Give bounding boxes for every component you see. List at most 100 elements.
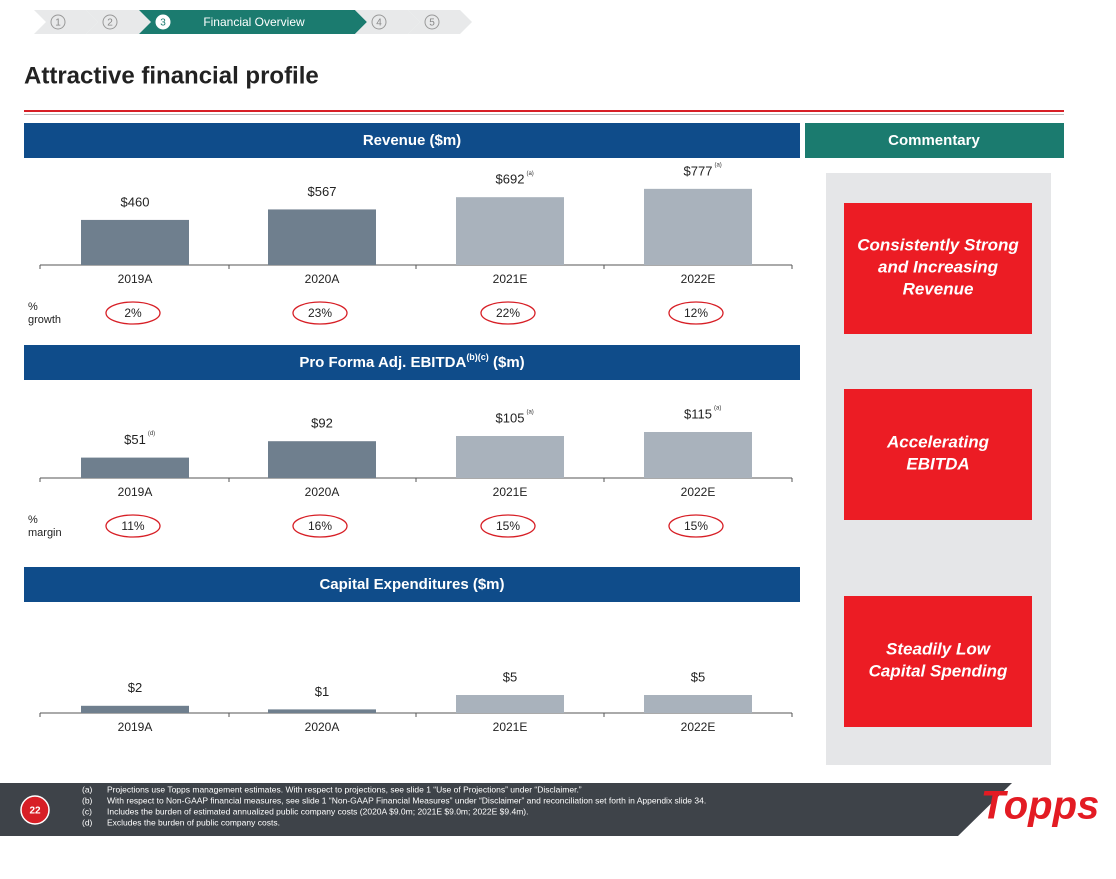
chart-title: Pro Forma Adj. EBITDA(b)(c) ($m) xyxy=(299,352,524,371)
commentary-text: Steadily Low xyxy=(886,639,992,658)
row-oval xyxy=(668,301,724,325)
x-tick-label: 2022E xyxy=(681,720,716,734)
page-badge xyxy=(20,795,50,825)
footnote-text: Includes the burden of estimated annuali… xyxy=(107,806,529,816)
value-label: $1 xyxy=(315,684,329,699)
footnote-text: With respect to Non-GAAP financial measu… xyxy=(107,795,706,805)
nav-step-number: 5 xyxy=(429,18,435,29)
chart-title-part: Capital Expenditures ($m) xyxy=(319,576,504,593)
row-oval xyxy=(105,301,161,325)
commentary-header xyxy=(805,123,1064,158)
commentary-text: Consistently Strong xyxy=(857,235,1019,254)
commentary-box xyxy=(844,596,1032,727)
nav-step-number: 2 xyxy=(107,18,113,29)
slide-title: Attractive financial profile xyxy=(24,62,319,89)
row-oval xyxy=(292,514,348,538)
value-label: $777 xyxy=(684,163,713,178)
bar xyxy=(644,695,752,713)
value-label: $2 xyxy=(128,680,142,695)
footnote-marker: (d) xyxy=(82,817,93,827)
chart-header xyxy=(24,345,800,380)
nav-step-number: 1 xyxy=(55,18,61,29)
footer-band xyxy=(0,783,1012,836)
row-oval xyxy=(480,514,536,538)
row-oval xyxy=(480,301,536,325)
footnote-text: Projections use Topps management estimat… xyxy=(107,784,582,794)
row-oval xyxy=(105,514,161,538)
value-label: $460 xyxy=(121,194,150,209)
bar xyxy=(644,188,752,265)
commentary-box xyxy=(844,203,1032,334)
title-rule-thin xyxy=(24,114,1064,115)
nav-step xyxy=(355,10,420,34)
row-value: 11% xyxy=(121,519,144,533)
bar xyxy=(456,197,564,265)
commentary-title: Commentary xyxy=(888,132,980,149)
bar xyxy=(456,695,564,713)
row-value: 22% xyxy=(496,306,520,320)
chart-title: Capital Expenditures ($m) xyxy=(319,576,504,593)
nav-step xyxy=(34,10,98,34)
value-label: $5 xyxy=(691,669,705,684)
logo: Topps xyxy=(981,784,1100,828)
page-number: 22 xyxy=(29,806,41,817)
x-tick-label: 2021E xyxy=(493,485,528,499)
nav-step-number: 4 xyxy=(376,18,382,29)
value-note: (a) xyxy=(526,410,533,416)
commentary-text: and Increasing xyxy=(878,257,999,276)
value-label: $105 xyxy=(496,410,525,425)
x-tick-label: 2022E xyxy=(681,485,716,499)
bar xyxy=(268,709,376,713)
commentary-text: Accelerating xyxy=(886,432,990,451)
footnote-marker: (b) xyxy=(82,795,93,805)
chart-title-part: ($m) xyxy=(489,354,525,371)
bar xyxy=(456,436,564,478)
commentary-text: Capital Spending xyxy=(869,661,1008,680)
value-label: $51 xyxy=(124,432,146,447)
chart-title-part: Pro Forma Adj. EBITDA xyxy=(299,354,466,371)
row-oval xyxy=(668,514,724,538)
bar xyxy=(644,432,752,478)
x-tick-label: 2019A xyxy=(118,485,153,499)
nav-step-number: 3 xyxy=(160,18,166,29)
commentary-text: EBITDA xyxy=(906,454,969,473)
nav-step-circle xyxy=(371,14,387,30)
nav-step-circle xyxy=(50,14,66,30)
value-label: $692 xyxy=(496,172,525,187)
value-note: (d) xyxy=(148,431,155,437)
value-label: $92 xyxy=(311,416,333,431)
bar xyxy=(81,457,189,478)
x-tick-label: 2020A xyxy=(305,272,340,286)
value-label: $115 xyxy=(684,406,712,421)
bar xyxy=(268,441,376,478)
x-tick-label: 2021E xyxy=(493,272,528,286)
x-tick-label: 2020A xyxy=(305,720,340,734)
row-label: margin xyxy=(28,527,62,539)
nav-active-label: Financial Overview xyxy=(203,15,305,29)
row-label: % xyxy=(28,514,38,526)
x-tick-label: 2019A xyxy=(118,272,153,286)
row-value: 2% xyxy=(124,306,142,320)
bar xyxy=(81,219,189,265)
nav-step-circle xyxy=(102,14,118,30)
footnote-text: Excludes the burden of public company co… xyxy=(107,817,280,827)
value-label: $5 xyxy=(503,669,517,684)
chart-header xyxy=(24,123,800,158)
row-value: 16% xyxy=(308,519,332,533)
footnote-marker: (c) xyxy=(82,806,92,816)
bar xyxy=(81,705,189,713)
value-note: (a) xyxy=(714,162,721,168)
row-label: % xyxy=(28,301,38,313)
x-tick-label: 2020A xyxy=(305,485,340,499)
nav-step-circle xyxy=(155,14,171,30)
row-value: 12% xyxy=(684,306,708,320)
nav-step xyxy=(86,10,151,34)
bar xyxy=(268,209,376,265)
footnote-marker: (a) xyxy=(82,784,93,794)
chart-header xyxy=(24,567,800,602)
row-label: growth xyxy=(28,314,61,326)
x-tick-label: 2021E xyxy=(493,720,528,734)
row-value: 23% xyxy=(308,306,332,320)
